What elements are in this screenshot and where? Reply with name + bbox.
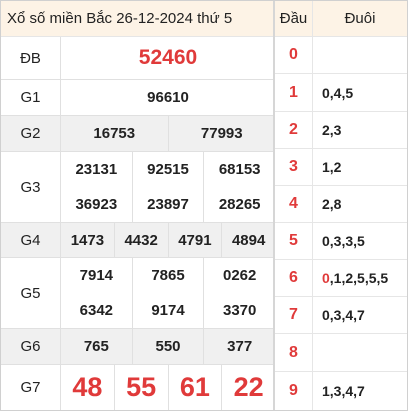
- prize-row-g5: G5 7914 7865 0262 6342 9174 3370: [1, 258, 275, 329]
- loto-head-tail-table: Đầu Đuôi 0 1 0,4,5 2 2,3 3 1,2 4 2,8 5 0…: [275, 1, 407, 410]
- prize-number-g4: 4791: [167, 223, 222, 257]
- loto-head-digit: 0: [275, 37, 313, 73]
- prize-number-g2: 77993: [167, 116, 276, 151]
- loto-tail-digits: 0,3,3,5: [322, 233, 365, 249]
- prize-label-g1: G1: [1, 80, 61, 115]
- prize-label-g3: G3: [1, 152, 61, 222]
- loto-tail-digits: [313, 37, 407, 73]
- page-title: Xổ số miền Bắc 26-12-2024 thứ 5: [1, 1, 275, 37]
- prize-number-g7: 61: [167, 365, 222, 410]
- loto-tail-digits: 2,8: [322, 196, 342, 212]
- prize-label-g6: G6: [1, 329, 61, 364]
- prize-number-g3: 23897: [131, 187, 204, 222]
- loto-row: 7 0,3,4,7: [275, 297, 407, 334]
- loto-row: 2 2,3: [275, 112, 407, 149]
- prize-number-g6: 765: [83, 338, 109, 355]
- prize-row-g6: G6 765 550 377: [1, 329, 275, 365]
- loto-tail-digits: 1,2: [322, 159, 342, 175]
- loto-head-digit: 4: [275, 186, 313, 222]
- loto-head-digit: 1: [275, 74, 313, 111]
- prize-number-g1: 96610: [147, 89, 189, 106]
- loto-tail-digits: 0,3,4,7: [322, 307, 365, 323]
- prize-row-g3: G3 23131 92515 68153 36923 23897 28265: [1, 152, 275, 223]
- loto-head-digit: 8: [275, 334, 313, 371]
- prize-number-g3: 36923: [75, 196, 118, 213]
- loto-head-digit: 9: [275, 372, 313, 410]
- loto-row: 8: [275, 334, 407, 372]
- prize-number-g4: 1473: [70, 231, 105, 249]
- loto-tail-digits: [313, 334, 407, 371]
- prize-number-g4: 4432: [113, 223, 168, 257]
- prize-number-db: 52460: [138, 46, 198, 69]
- loto-head-digit: 6: [275, 260, 313, 296]
- prize-number-g6: 377: [203, 329, 275, 364]
- prize-row-g4: G4 1473 4432 4791 4894: [1, 223, 275, 258]
- prize-number-g7: 22: [221, 365, 275, 410]
- prize-label-g2: G2: [1, 116, 61, 151]
- prize-number-g3: 92515: [131, 152, 204, 187]
- prize-label-g4: G4: [1, 223, 61, 257]
- loto-row: 4 2,8: [275, 186, 407, 223]
- prize-number-g7: 48: [72, 372, 103, 402]
- loto-head-digit: 5: [275, 223, 313, 259]
- prize-label-g7: G7: [1, 365, 61, 410]
- loto-tail-digits: 1,3,4,7: [322, 383, 365, 399]
- loto-tail-digits: 2,3: [322, 122, 342, 138]
- loto-row: 5 0,3,3,5: [275, 223, 407, 260]
- column-divider: [273, 1, 275, 410]
- loto-tail-digits: 0,4,5: [322, 84, 354, 101]
- loto-row: 6 0,1,2,5,5,5: [275, 260, 407, 297]
- prize-number-g3: 68153: [203, 152, 275, 187]
- prize-row-g1: G1 96610: [1, 80, 275, 116]
- loto-row: 9 1,3,4,7: [275, 372, 407, 410]
- prize-row-g7: G7 48 55 61 22: [1, 365, 275, 410]
- loto-head-digit: 2: [275, 112, 313, 148]
- loto-head-digit: 7: [275, 297, 313, 333]
- prize-number-g5: 0262: [203, 258, 275, 293]
- prize-number-g6: 550: [131, 329, 204, 364]
- prize-number-g2: 16753: [93, 125, 136, 142]
- prize-number-g3: 23131: [75, 161, 118, 178]
- prize-label-db: ĐB: [1, 37, 61, 79]
- prize-row-db: ĐB 52460: [1, 37, 275, 80]
- prize-number-g5: 6342: [79, 302, 114, 319]
- prize-number-g3: 28265: [203, 187, 275, 222]
- loto-row: 1 0,4,5: [275, 74, 407, 112]
- loto-row: 0: [275, 37, 407, 74]
- prize-label-g5: G5: [1, 258, 61, 328]
- prize-number-g5: 7865: [131, 258, 204, 293]
- loto-head-digit: 3: [275, 149, 313, 185]
- prize-row-g2: G2 16753 77993: [1, 116, 275, 152]
- prize-number-g7: 55: [113, 365, 168, 410]
- head-column-header: Đầu: [275, 1, 313, 37]
- prize-number-g5: 3370: [203, 293, 275, 328]
- loto-row: 3 1,2: [275, 149, 407, 186]
- prize-table: Xổ số miền Bắc 26-12-2024 thứ 5 ĐB 52460…: [1, 1, 275, 410]
- loto-tail-digits: 0,1,2,5,5,5: [322, 270, 389, 286]
- prize-number-g4: 4894: [221, 223, 275, 257]
- prize-number-g5: 9174: [131, 293, 204, 328]
- tail-column-header: Đuôi: [313, 1, 407, 37]
- prize-number-g5: 7914: [79, 267, 114, 284]
